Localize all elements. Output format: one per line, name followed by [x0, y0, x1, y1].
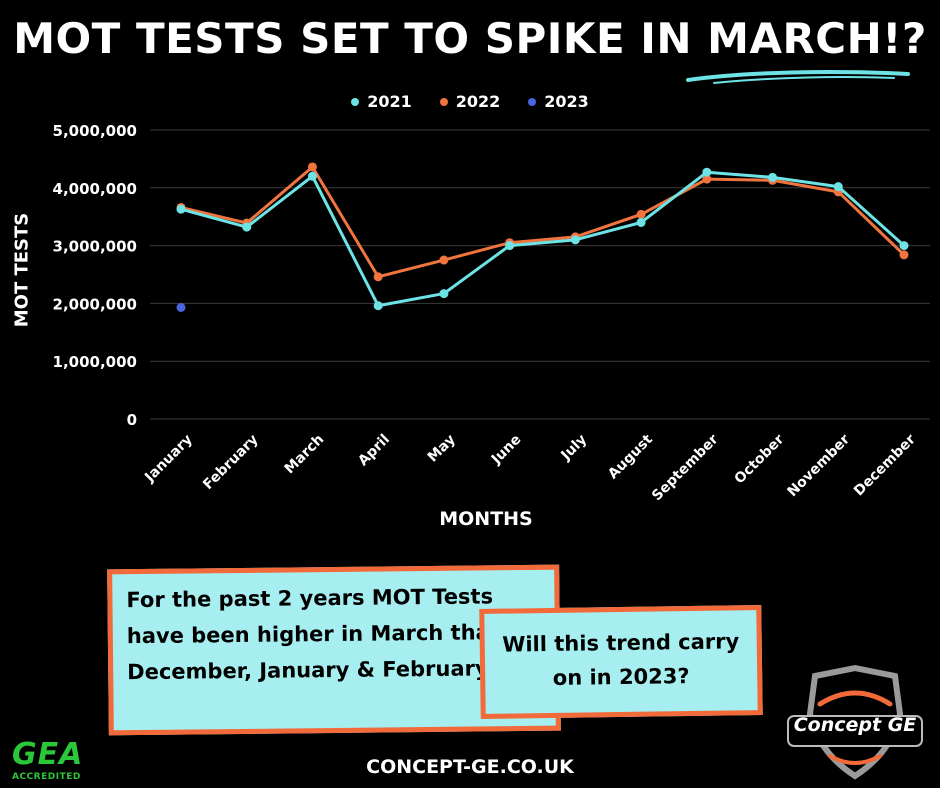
callout-box-question: Will this trend carry on in 2023?	[479, 605, 763, 719]
gea-logo-text: GEA	[12, 737, 84, 772]
data-point-2022	[899, 250, 909, 260]
x-tick-label: December	[851, 431, 919, 499]
x-tick-label: August	[605, 431, 656, 482]
data-point-2021	[702, 167, 712, 177]
x-tick-label: November	[785, 431, 854, 500]
website-footer: CONCEPT-GE.CO.UK	[366, 756, 574, 778]
legend-dot-icon	[351, 97, 360, 106]
series-line-2022	[180, 165, 906, 279]
x-tick-label: February	[200, 432, 261, 493]
x-axis-title: MONTHS	[439, 508, 533, 530]
data-point-2022	[373, 272, 383, 282]
legend-label: 2022	[455, 92, 501, 111]
x-tick-label: June	[488, 432, 525, 469]
data-point-2021	[768, 172, 778, 182]
concept-ge-logo: Concept GE	[780, 664, 930, 782]
y-tick-label: 2,000,000	[53, 295, 137, 313]
data-point-2021	[307, 171, 317, 181]
legend-item-2023: 2023	[528, 92, 589, 111]
series-line-2021	[180, 170, 906, 308]
data-point-2021	[439, 289, 449, 299]
gea-accredited-logo: GEA ACCREDITED	[12, 740, 92, 784]
legend-dot-icon	[439, 97, 448, 106]
data-point-2022	[636, 209, 646, 219]
data-point-2021	[636, 217, 646, 227]
shield-icon	[787, 664, 923, 780]
data-point-2021	[570, 235, 580, 245]
x-tick-label: September	[649, 431, 722, 500]
y-tick-label: 0	[127, 411, 137, 429]
data-point-2021	[176, 204, 186, 214]
concept-ge-logo-text: Concept GE	[793, 714, 917, 736]
legend-label: 2023	[544, 92, 589, 111]
data-point-2021	[373, 301, 383, 311]
y-tick-label: 3,000,000	[53, 238, 137, 256]
data-point-2022	[439, 255, 449, 265]
legend-dot-icon	[528, 97, 537, 106]
data-point-2021	[833, 182, 843, 192]
x-tick-label: May	[425, 432, 459, 466]
x-tick-label: April	[355, 432, 393, 470]
y-tick-label: 4,000,000	[53, 180, 137, 198]
x-tick-label: October	[732, 431, 788, 487]
x-tick-label: March	[282, 432, 328, 478]
data-point-2023	[176, 302, 186, 312]
gea-logo-subtext: ACCREDITED	[12, 772, 81, 782]
data-point-2021	[899, 241, 909, 251]
data-point-2022	[702, 174, 712, 184]
title-underline	[686, 70, 910, 84]
legend-label: 2021	[367, 92, 412, 111]
y-tick-label: 1,000,000	[53, 353, 137, 371]
y-tick-label: 5,000,000	[53, 122, 137, 140]
data-point-2021	[505, 241, 515, 251]
legend-item-2022: 2022	[439, 92, 501, 111]
legend-item-2021: 2021	[351, 92, 412, 111]
data-point-2022	[307, 162, 317, 172]
chart-legend: 2021 2022 2023	[0, 92, 940, 111]
x-tick-label: July	[558, 432, 591, 465]
page-title: MOT TESTS SET TO SPIKE IN MARCH!?	[13, 14, 927, 63]
x-tick-label: January	[141, 432, 196, 487]
data-point-2021	[242, 222, 252, 232]
line-chart: 0 1,000,000 2,000,000 3,000,000 4,000,000 5,0…	[53, 122, 930, 500]
